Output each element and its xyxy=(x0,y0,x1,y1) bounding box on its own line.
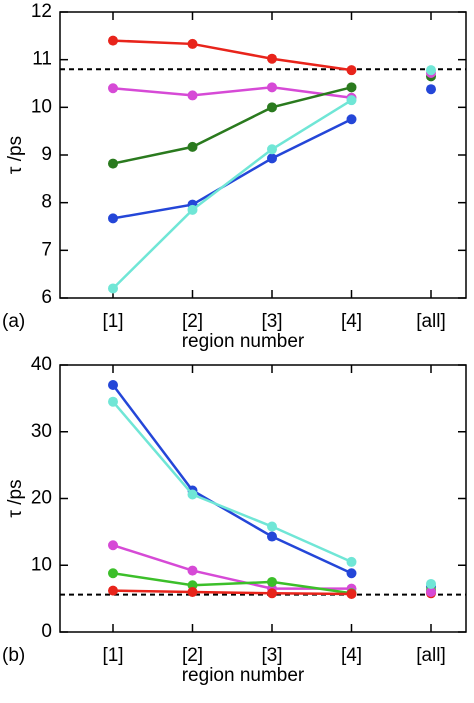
x-axis-label: region number xyxy=(182,331,305,352)
y-tick-label: 8 xyxy=(41,192,52,213)
panel-label: (a) xyxy=(2,311,25,332)
data-point xyxy=(108,283,118,294)
x-tick-label: [2] xyxy=(182,311,203,332)
y-axis-label: τ /ps xyxy=(5,136,26,174)
series-line xyxy=(112,400,353,564)
data-point xyxy=(187,141,198,152)
x-tick-label: [3] xyxy=(261,311,282,332)
data-point xyxy=(108,380,118,391)
y-tick-label: 7 xyxy=(41,239,52,260)
data-point xyxy=(108,568,118,579)
data-point xyxy=(187,586,198,597)
series-line xyxy=(112,118,353,220)
data-point xyxy=(346,588,357,599)
x-tick-label: [3] xyxy=(261,645,282,666)
y-axis-label: τ /ps xyxy=(5,479,26,517)
y-tick-label: 0 xyxy=(41,621,52,642)
data-point xyxy=(267,102,277,113)
data-point xyxy=(267,576,277,587)
data-point xyxy=(346,65,357,76)
data-point xyxy=(108,35,118,46)
data-point xyxy=(187,38,198,49)
series-line xyxy=(112,589,352,596)
series-line xyxy=(112,86,352,165)
x-tick-label: [2] xyxy=(182,645,203,666)
data-point xyxy=(346,556,357,567)
x-tick-label: [all] xyxy=(416,645,446,666)
data-point xyxy=(426,586,436,597)
x-tick-label: [4] xyxy=(341,311,362,332)
y-tick-label: 12 xyxy=(31,1,52,22)
data-point xyxy=(187,204,198,215)
data-point xyxy=(108,213,118,224)
series-line xyxy=(112,384,353,575)
panel-label: (b) xyxy=(2,645,25,666)
y-tick-label: 9 xyxy=(41,144,52,165)
y-tick-label: 40 xyxy=(31,354,52,375)
data-point xyxy=(346,95,357,106)
data-point xyxy=(108,158,118,169)
x-axis-label: region number xyxy=(182,665,305,686)
data-point xyxy=(267,531,277,542)
data-point xyxy=(187,489,198,500)
y-tick-label: 10 xyxy=(31,96,52,117)
x-tick-label: [1] xyxy=(102,645,123,666)
x-tick-label: [4] xyxy=(341,645,362,666)
series-line xyxy=(112,39,352,72)
data-point xyxy=(267,144,277,155)
data-point xyxy=(346,114,357,125)
data-point xyxy=(267,588,277,599)
data-point xyxy=(426,84,436,95)
data-point xyxy=(108,540,118,551)
y-tick-label: 6 xyxy=(41,287,52,308)
data-point xyxy=(108,83,118,94)
data-point xyxy=(267,82,277,93)
data-point xyxy=(267,153,277,164)
y-tick-label: 10 xyxy=(31,554,52,575)
x-tick-label: [all] xyxy=(416,311,446,332)
series-line xyxy=(112,86,352,100)
y-tick-label: 11 xyxy=(32,49,52,70)
y-tick-label: 20 xyxy=(31,488,52,509)
data-point xyxy=(108,585,118,596)
data-point xyxy=(346,82,357,93)
y-tick-label: 30 xyxy=(31,421,52,442)
data-point xyxy=(426,65,436,76)
series-line xyxy=(112,99,353,290)
x-tick-label: [1] xyxy=(102,311,123,332)
data-point xyxy=(187,90,198,101)
data-point xyxy=(187,565,198,576)
data-point xyxy=(108,396,118,407)
series-line xyxy=(112,572,352,595)
data-point xyxy=(267,53,277,64)
data-point xyxy=(267,521,277,532)
series-line xyxy=(112,544,352,590)
data-point xyxy=(426,578,436,589)
data-point xyxy=(346,568,357,579)
